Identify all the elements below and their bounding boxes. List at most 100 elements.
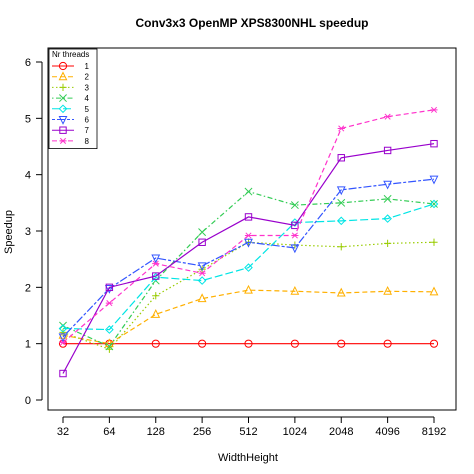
series-8	[59, 106, 438, 346]
series-line	[62, 241, 435, 351]
data-point	[429, 339, 439, 348]
data-point	[244, 213, 253, 221]
data-point	[291, 221, 299, 230]
data-point	[383, 285, 393, 295]
data-point	[58, 324, 68, 333]
data-point	[152, 260, 160, 267]
legend-marker	[59, 94, 67, 103]
series-line	[62, 289, 435, 345]
legend-label: 7	[85, 126, 90, 135]
data-point	[430, 238, 438, 246]
x-tick-label: 128	[147, 426, 165, 438]
data-point	[59, 369, 67, 378]
y-tick-label: 3	[25, 226, 31, 238]
legend-label: 3	[85, 83, 90, 92]
series-line	[62, 190, 435, 348]
series-1	[58, 339, 439, 348]
data-point	[198, 238, 206, 246]
data-point	[337, 243, 345, 251]
series-5	[58, 199, 439, 334]
data-point	[336, 287, 346, 297]
data-point	[151, 272, 161, 282]
legend-label: 2	[85, 73, 90, 82]
data-point	[430, 200, 438, 208]
data-point	[429, 199, 439, 209]
data-point	[151, 254, 161, 264]
data-point	[336, 186, 346, 196]
x-axis-label: WidthHeight	[218, 452, 278, 464]
data-point	[151, 339, 160, 348]
data-point	[337, 339, 346, 348]
data-point	[151, 309, 161, 318]
data-point	[198, 228, 207, 237]
data-point	[383, 214, 392, 223]
legend-label: 8	[85, 137, 90, 146]
series-3	[59, 238, 438, 353]
data-point	[152, 272, 160, 280]
data-point	[337, 125, 345, 132]
y-tick-label: 2	[25, 282, 31, 294]
y-axis-label: Speedup	[3, 210, 15, 254]
data-point	[244, 284, 253, 294]
data-point	[105, 283, 114, 292]
series-layer	[58, 106, 439, 378]
data-point	[244, 232, 253, 239]
x-tick-label: 1024	[283, 426, 307, 438]
x-tick-label: 8192	[422, 426, 446, 438]
legend-marker	[58, 71, 68, 81]
legend-marker	[59, 137, 67, 144]
legend-label: 4	[85, 94, 90, 103]
chart-title: Conv3x3 OpenMP XPS8300NHL speedup	[136, 16, 369, 30]
series-line	[62, 143, 435, 374]
data-point	[336, 216, 346, 226]
series-line	[62, 203, 435, 331]
data-point	[383, 339, 392, 348]
series-7	[59, 139, 438, 378]
series-line	[62, 109, 435, 343]
data-point	[244, 263, 253, 272]
data-point	[290, 201, 299, 210]
legend-marker	[58, 104, 68, 114]
data-point	[337, 198, 346, 207]
y-tick-label: 5	[25, 113, 31, 125]
legend-title: Nr threads	[52, 50, 89, 59]
x-tick-label: 2048	[329, 426, 353, 438]
legend-marker	[59, 83, 67, 91]
data-point	[105, 325, 114, 334]
legend-marker	[58, 116, 68, 125]
y-tick-label: 1	[25, 339, 31, 351]
legend-label: 1	[85, 62, 90, 71]
data-point	[104, 284, 114, 294]
legend-label: 5	[85, 105, 90, 114]
data-point	[383, 194, 392, 203]
series-6	[58, 175, 439, 343]
data-point	[430, 106, 438, 113]
data-point	[59, 339, 67, 346]
data-point	[291, 232, 299, 239]
data-point	[58, 333, 68, 343]
data-point	[198, 270, 206, 277]
data-point	[384, 113, 392, 120]
data-point	[290, 285, 300, 295]
y-tick-label: 4	[25, 170, 31, 182]
data-point	[244, 339, 253, 348]
x-tick-label: 64	[103, 426, 115, 438]
legend-marker	[58, 61, 68, 71]
data-point	[383, 180, 393, 190]
data-point	[197, 293, 207, 303]
data-point	[244, 187, 253, 196]
x-tick-label: 32	[57, 426, 69, 438]
data-point	[197, 262, 207, 272]
data-point	[290, 244, 300, 254]
data-point	[430, 139, 438, 148]
legend-marker	[59, 126, 67, 134]
x-tick-label: 512	[239, 426, 257, 438]
data-point	[105, 300, 113, 307]
x-tick-label: 4096	[375, 426, 399, 438]
series-4	[59, 187, 438, 351]
legend-label: 6	[85, 116, 90, 125]
y-tick-label: 6	[25, 57, 31, 69]
